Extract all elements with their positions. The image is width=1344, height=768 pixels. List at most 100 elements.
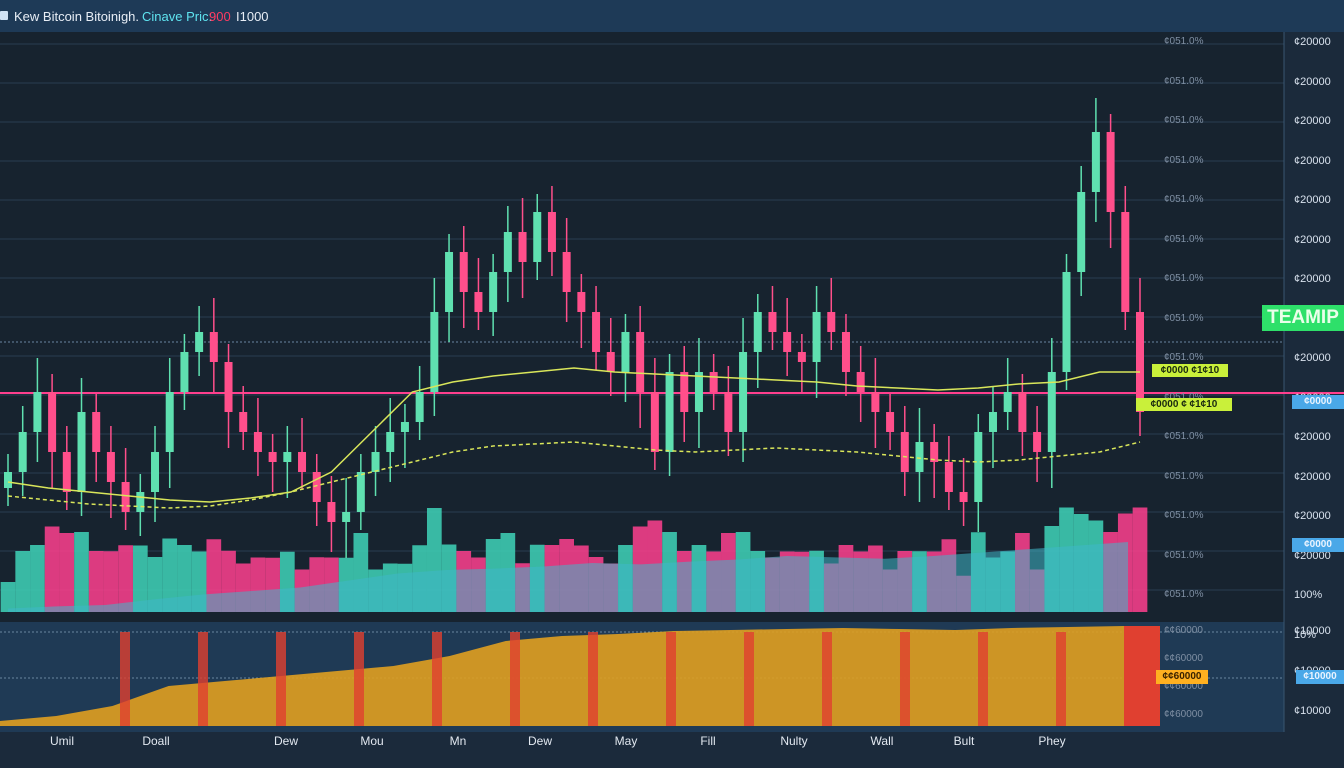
y-tick-inner-label: ¢051.0% — [1164, 154, 1204, 166]
oscillator-bar — [978, 632, 988, 726]
candle-body — [812, 312, 821, 362]
candle-body — [18, 432, 27, 472]
x-tick-label: Dew — [527, 734, 553, 748]
volume-bar — [103, 551, 119, 612]
y-tick-inner-label: ¢051.0% — [1164, 312, 1204, 324]
y-tick-label: ¢20000 — [1294, 549, 1331, 562]
price-chart-canvas — [0, 32, 1344, 768]
oscillator-bar — [510, 632, 520, 726]
oscillator-bar — [354, 632, 364, 726]
y-tick-inner-label: ¢051.0% — [1164, 75, 1204, 87]
lower-y-tick-label: ¢10000 — [1294, 705, 1331, 717]
candle-body — [298, 452, 307, 472]
chart-title: Kew Bitcoin Bitoinigh. — [14, 9, 140, 24]
y-tick-label: ¢20000 — [1294, 352, 1331, 364]
x-tick-label: Umil — [50, 734, 74, 748]
candle-body — [665, 372, 674, 452]
candle-body — [915, 442, 924, 472]
x-tick-label: Fill — [700, 734, 716, 748]
candles-layer — [4, 98, 1144, 558]
candle-body — [592, 312, 601, 352]
candle-body — [151, 452, 160, 492]
lower-y-tick-inner-label: ¢¢60000 — [1164, 709, 1203, 720]
candle-body — [33, 392, 42, 432]
y-tick-label: ¢20000 — [1294, 75, 1331, 88]
moving-average-line — [7, 367, 1140, 503]
candle-body — [974, 432, 983, 502]
volume-bar — [30, 545, 45, 612]
y-tick-label: ¢20000 — [1294, 115, 1331, 127]
candle-body — [121, 482, 130, 512]
x-tick-label: Mou — [360, 734, 384, 748]
candle-body — [92, 412, 101, 452]
candle-body — [4, 472, 12, 488]
price-label: Cinave Pric: — [142, 9, 213, 24]
volume-bar — [162, 538, 178, 612]
volume-bar — [1132, 507, 1148, 612]
y-tick-label: 100% — [1294, 589, 1323, 601]
candle-body — [327, 502, 336, 522]
candle-body — [533, 212, 542, 262]
x-tick-label: Nulty — [780, 734, 808, 748]
candle-body — [400, 422, 409, 432]
candle-body — [724, 392, 733, 432]
candle-body — [356, 472, 365, 512]
candle-body — [797, 352, 806, 362]
y-tick-label: ¢20000 — [1294, 36, 1331, 48]
candle-body — [827, 312, 836, 332]
oscillator-bar — [432, 632, 442, 726]
candle-body — [165, 392, 174, 452]
volume-bar — [118, 545, 133, 612]
x-tick-label: Mn — [449, 734, 467, 748]
candle-body — [562, 252, 571, 292]
candle-body — [62, 452, 71, 492]
x-tick-label: Doall — [142, 734, 170, 748]
y-tick-label: 10% — [1294, 628, 1317, 641]
lower-y-tick-inner-label: ¢¢60000 — [1164, 653, 1203, 664]
price-badge-c: ¢0000 — [1292, 395, 1344, 409]
candle-body — [606, 352, 615, 372]
y-tick-label: ¢20000 — [1294, 470, 1331, 483]
lower-y-tick-inner-label: ¢¢60000 — [1164, 625, 1203, 636]
volume-bar — [59, 533, 75, 612]
candle-body — [195, 332, 204, 352]
oscillator-bar — [900, 632, 910, 726]
candle-body — [1106, 132, 1115, 212]
y-tick-label: ¢20000 — [1294, 510, 1331, 522]
candle-body — [239, 412, 248, 432]
candle-body — [503, 232, 512, 272]
y-tick-inner-label: ¢051.0% — [1164, 115, 1204, 126]
candle-body — [768, 312, 777, 332]
candle-body — [459, 252, 468, 292]
y-tick-inner-label: ¢051.0% — [1164, 194, 1204, 205]
oscillator-bar — [822, 632, 832, 726]
oscillator-bar — [588, 632, 598, 726]
moving-average-line — [7, 441, 1141, 509]
candle-body — [371, 452, 380, 472]
oscillator-bar — [666, 632, 676, 726]
candle-body — [1062, 272, 1071, 372]
price-badge-a: ¢0000 ¢1¢10 — [1152, 364, 1228, 377]
candle-body — [415, 392, 424, 422]
volume-bar — [177, 545, 192, 612]
y-tick-inner-label: ¢051.0% — [1164, 36, 1204, 47]
candle-body — [900, 432, 909, 472]
candle-body — [577, 292, 586, 312]
candle-body — [636, 332, 645, 392]
candle-body — [1003, 392, 1012, 412]
candle-body — [959, 492, 968, 502]
candle-body — [1091, 132, 1100, 192]
candle-body — [445, 252, 454, 312]
candle-body — [753, 312, 762, 352]
candle-body — [783, 332, 792, 352]
price-unit: I1000 — [236, 9, 269, 24]
y-tick-label: ¢20000 — [1294, 233, 1331, 246]
lower-y-tick-label: ¢10000 — [1294, 625, 1331, 637]
chart-header: Kew Bitcoin Bitoinigh. Cinave Pric: 900 … — [0, 0, 1344, 33]
candle-body — [224, 362, 233, 412]
candle-body — [253, 432, 262, 452]
window-icon — [0, 11, 8, 20]
candle-body — [694, 372, 703, 412]
lower-indicator-layer — [0, 542, 1160, 726]
oscillator-last-bar — [1124, 626, 1160, 726]
